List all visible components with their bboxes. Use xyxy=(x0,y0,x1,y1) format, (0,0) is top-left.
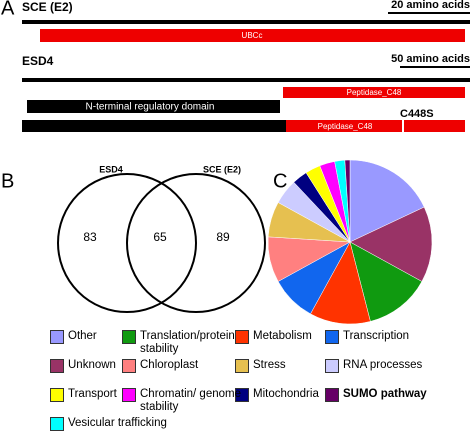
legend-item: Transcription xyxy=(325,330,409,344)
legend-item: Unknown xyxy=(50,359,116,373)
legend-swatch xyxy=(325,359,339,373)
legend-item: Mitochondria xyxy=(235,388,319,402)
legend-label: Mitochondria xyxy=(253,388,319,400)
domain-box xyxy=(22,120,286,132)
legend-item: RNA processes xyxy=(325,359,422,373)
protein-name: ESD4 xyxy=(22,54,54,68)
domain-label: N-terminal regulatory domain xyxy=(86,102,215,113)
legend-label: Transcription xyxy=(343,330,410,342)
legend-item: Metabolism xyxy=(235,330,312,344)
pie-slice xyxy=(349,159,425,243)
legend-item: Chromatin/ genome stability xyxy=(122,388,248,414)
legend-swatch xyxy=(122,388,136,402)
legend-item: Vesicular trafficking xyxy=(50,417,167,431)
legend-item: Other xyxy=(50,330,97,344)
legend-label: Transport xyxy=(68,388,117,400)
legend-swatch xyxy=(122,330,136,344)
pie-slice xyxy=(310,241,371,325)
domain-box xyxy=(283,87,465,98)
region-count: 89 xyxy=(216,230,230,244)
mutation-label: C448S xyxy=(400,108,434,120)
pie xyxy=(267,159,433,325)
legend-swatch xyxy=(50,388,64,402)
legend-item: SUMO pathway xyxy=(325,388,427,402)
set-label: ESD4 xyxy=(99,164,123,174)
legend-label: Chromatin/ genome stability xyxy=(140,388,241,413)
domain-label: Peptidase_C48 xyxy=(318,122,373,131)
legend-label: Other xyxy=(68,330,97,342)
region-count: 65 xyxy=(153,230,167,244)
domain-box xyxy=(27,100,280,113)
scale-label: 20 amino acids xyxy=(391,0,470,11)
legend-swatch xyxy=(50,330,64,344)
domain-label: UBCc xyxy=(242,31,263,40)
legend-swatch xyxy=(325,330,339,344)
panel-label: A xyxy=(1,0,15,19)
legend-label: Translation/protein stability xyxy=(140,330,235,355)
panel-label: B xyxy=(1,170,14,192)
region-count: 83 xyxy=(83,230,97,244)
legend-swatch xyxy=(325,388,339,402)
panel-label: C xyxy=(273,170,287,192)
venn-circle xyxy=(126,173,266,313)
pie-slice xyxy=(349,241,423,322)
domain-label: Peptidase_C48 xyxy=(347,88,402,97)
legend-label: Stress xyxy=(253,359,286,371)
legend-label: Chloroplast xyxy=(140,359,199,371)
legend-item: Translation/protein stability xyxy=(122,330,248,356)
legend-swatch xyxy=(235,330,249,344)
legend-item: Stress xyxy=(235,359,286,373)
legend-swatch xyxy=(50,359,64,373)
protein-name: SCE (E2) xyxy=(22,0,73,14)
legend-label: SUMO pathway xyxy=(343,388,427,400)
legend-swatch xyxy=(122,359,136,373)
legend-item: Chloroplast xyxy=(122,359,198,373)
legend-swatch xyxy=(235,388,249,402)
legend-label: Metabolism xyxy=(253,330,312,342)
legend-swatch xyxy=(50,417,64,431)
set-label: SCE (E2) xyxy=(203,164,241,174)
scale-label: 50 amino acids xyxy=(391,53,470,65)
domain-box xyxy=(286,120,465,132)
domain-box xyxy=(40,29,465,42)
venn-circle xyxy=(57,173,197,313)
pie-slice xyxy=(344,159,351,243)
legend-label: RNA processes xyxy=(343,359,423,371)
legend-swatch xyxy=(235,359,249,373)
legend-item: Transport xyxy=(50,388,117,402)
legend-label: Unknown xyxy=(68,359,116,371)
legend-label: Vesicular trafficking xyxy=(68,417,167,429)
pie-slice xyxy=(349,206,433,282)
